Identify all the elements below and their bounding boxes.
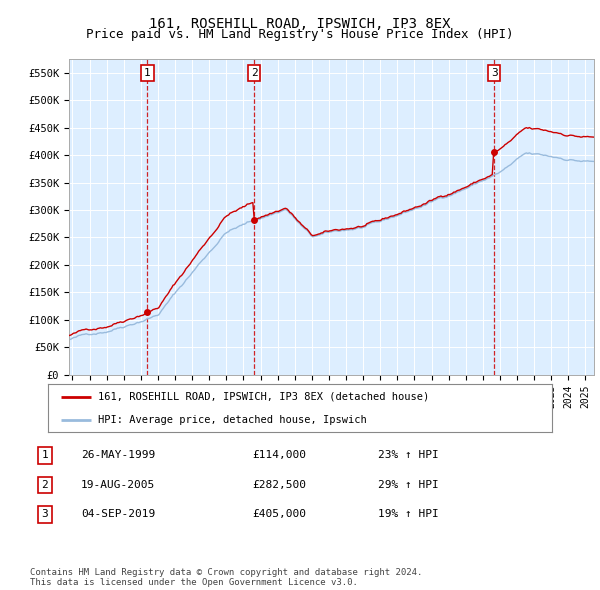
- Text: HPI: Average price, detached house, Ipswich: HPI: Average price, detached house, Ipsw…: [98, 415, 367, 425]
- Text: 23% ↑ HPI: 23% ↑ HPI: [378, 451, 439, 460]
- Text: £405,000: £405,000: [252, 510, 306, 519]
- Text: 19-AUG-2005: 19-AUG-2005: [81, 480, 155, 490]
- Text: 1: 1: [41, 451, 49, 460]
- Point: [143, 307, 152, 317]
- Point: [250, 215, 259, 224]
- Text: 26-MAY-1999: 26-MAY-1999: [81, 451, 155, 460]
- Text: 29% ↑ HPI: 29% ↑ HPI: [378, 480, 439, 490]
- Text: 3: 3: [41, 510, 49, 519]
- Text: 161, ROSEHILL ROAD, IPSWICH, IP3 8EX: 161, ROSEHILL ROAD, IPSWICH, IP3 8EX: [149, 17, 451, 31]
- Point: [490, 148, 499, 157]
- Text: 04-SEP-2019: 04-SEP-2019: [81, 510, 155, 519]
- Text: 3: 3: [491, 68, 497, 78]
- Text: Contains HM Land Registry data © Crown copyright and database right 2024.
This d: Contains HM Land Registry data © Crown c…: [30, 568, 422, 587]
- Text: 19% ↑ HPI: 19% ↑ HPI: [378, 510, 439, 519]
- Text: 2: 2: [251, 68, 257, 78]
- Text: 1: 1: [144, 68, 151, 78]
- Text: 161, ROSEHILL ROAD, IPSWICH, IP3 8EX (detached house): 161, ROSEHILL ROAD, IPSWICH, IP3 8EX (de…: [98, 392, 430, 402]
- Text: £282,500: £282,500: [252, 480, 306, 490]
- Text: 2: 2: [41, 480, 49, 490]
- Text: £114,000: £114,000: [252, 451, 306, 460]
- Text: Price paid vs. HM Land Registry's House Price Index (HPI): Price paid vs. HM Land Registry's House …: [86, 28, 514, 41]
